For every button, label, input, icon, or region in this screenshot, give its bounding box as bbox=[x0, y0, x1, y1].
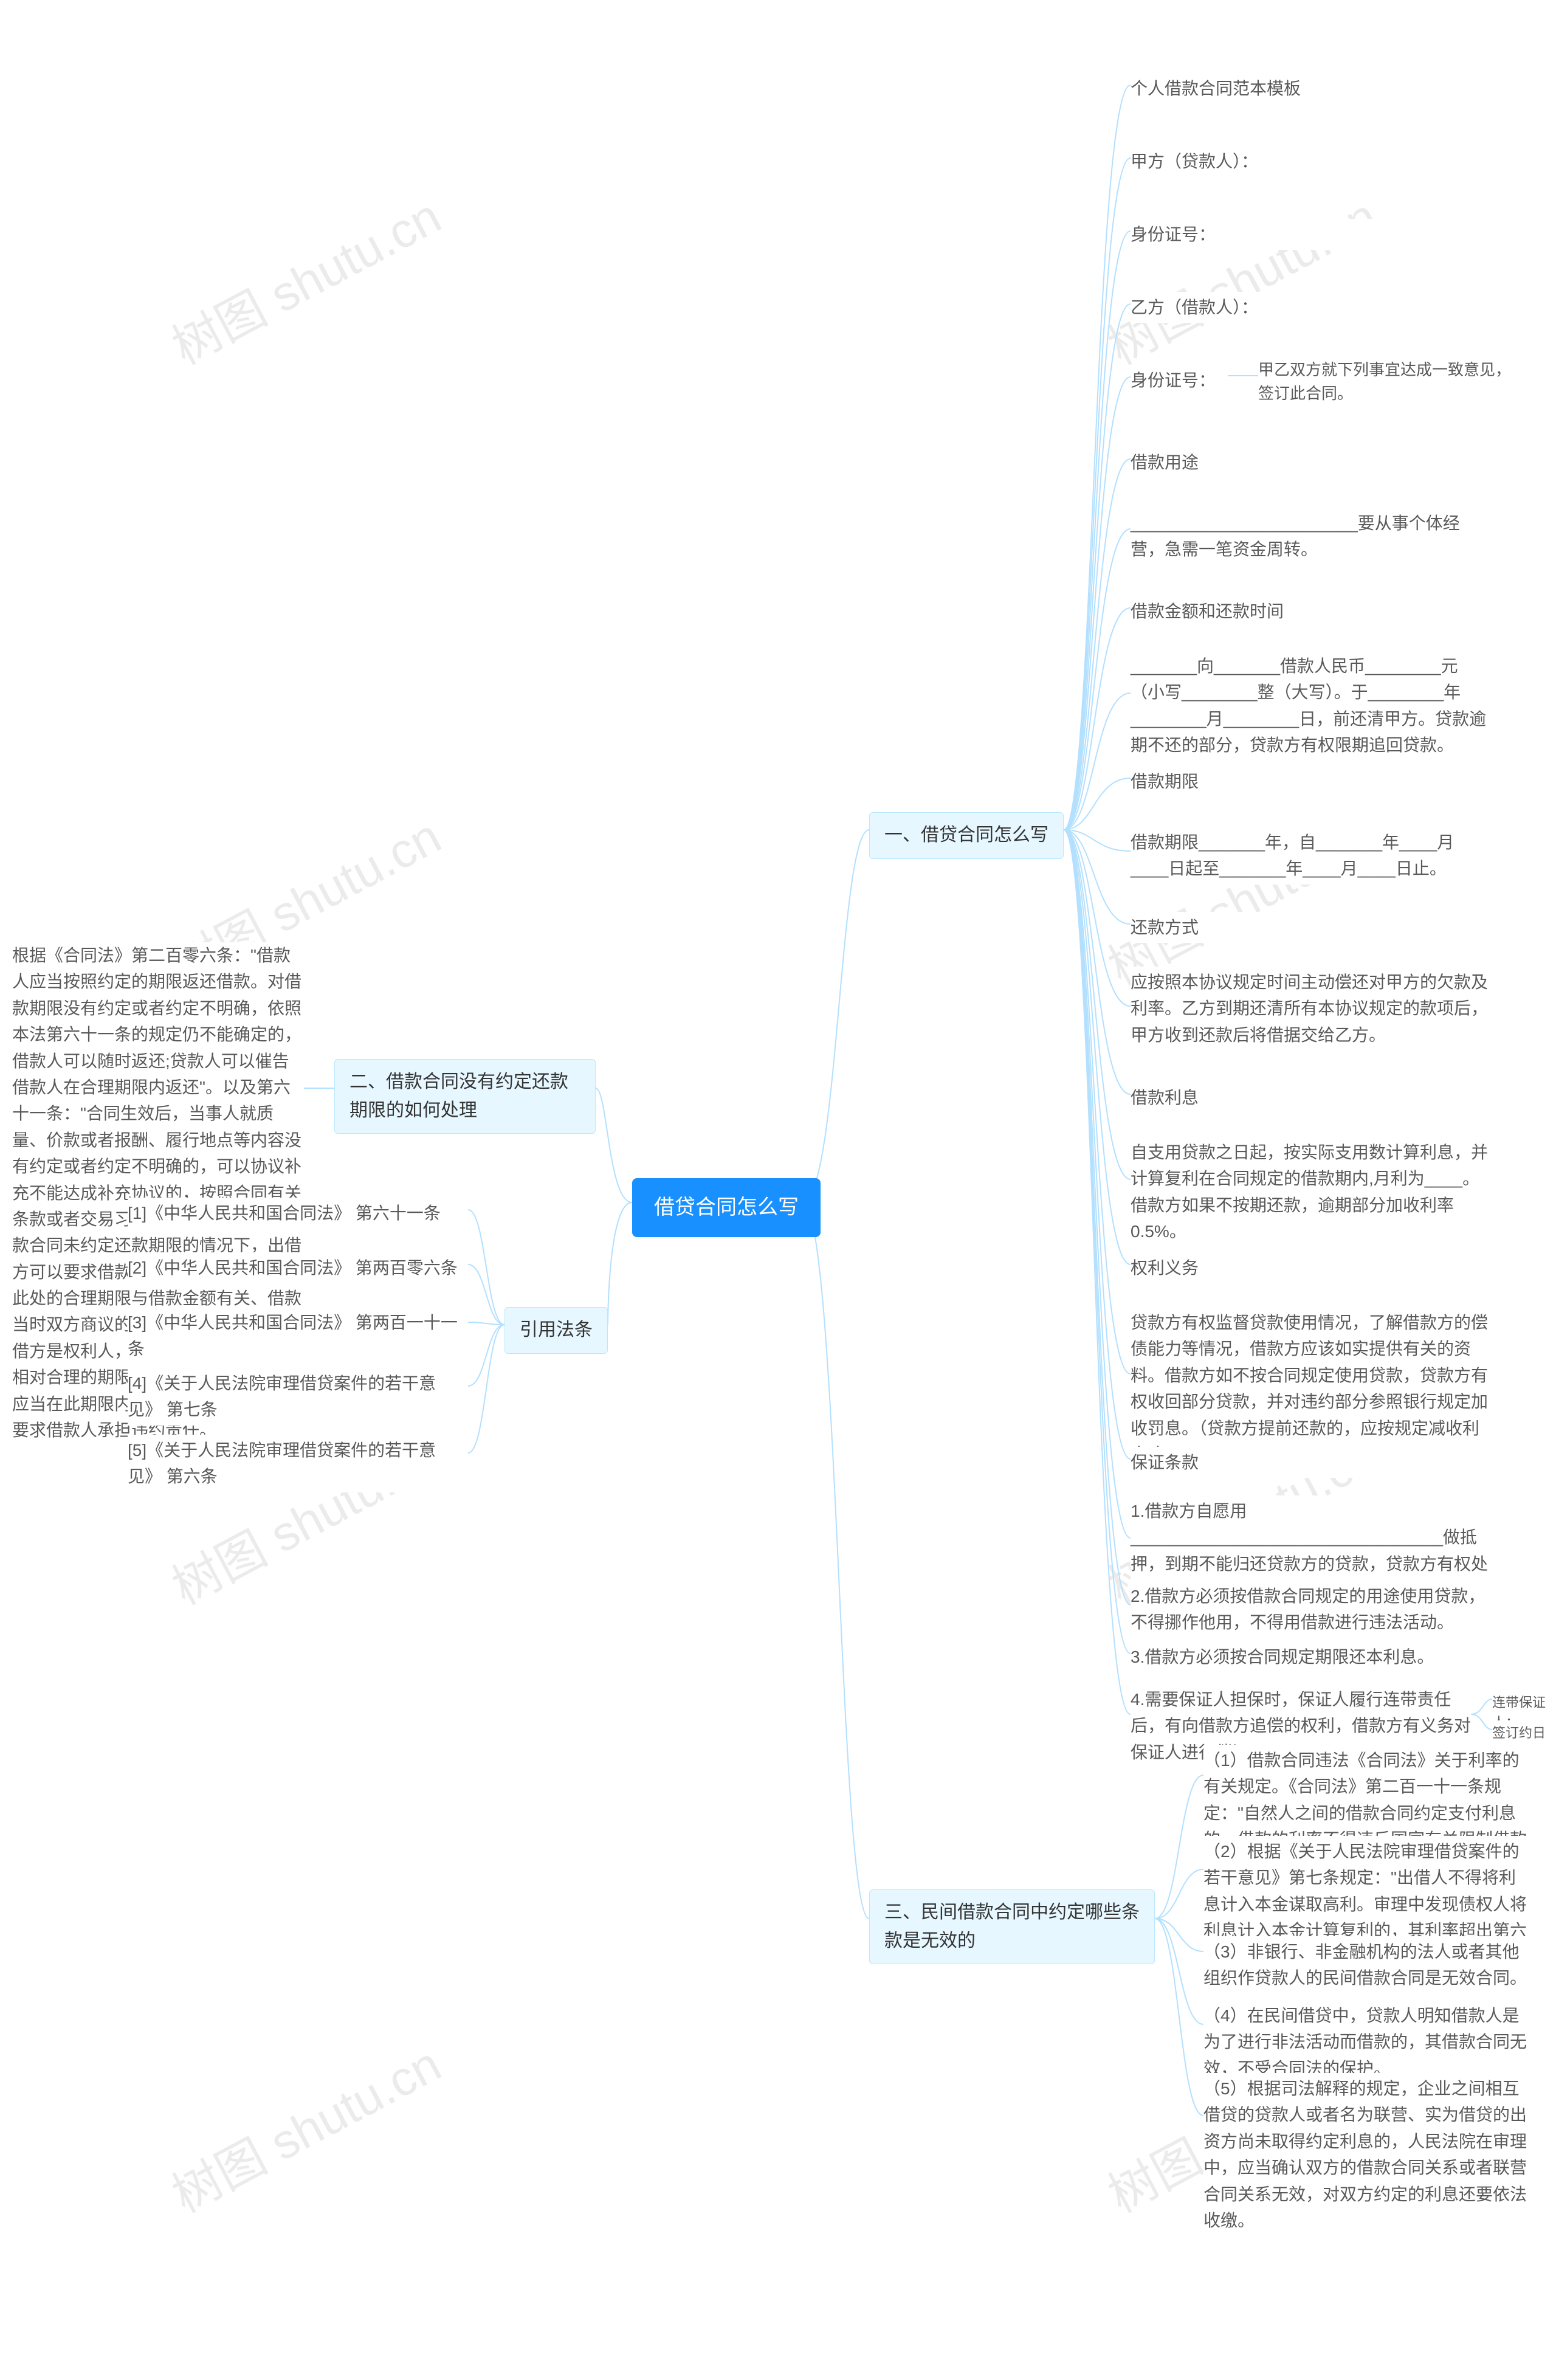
b1-child-11: 借款期限_______年，自_______年____月____日起至______… bbox=[1131, 827, 1489, 885]
b4-child-5: （5）根据司法解释的规定，企业之间相互借贷的贷款人或者名为联营、实为借贷的出资方… bbox=[1203, 2073, 1532, 2236]
b3-child-4: [4]《关于人民法院审理借贷案件的若干意见》 第七条 bbox=[128, 1368, 468, 1426]
b1-child-12: 还款方式 bbox=[1131, 912, 1471, 943]
watermark: 树图 shutu.cn bbox=[158, 178, 451, 378]
b1-child-17: 贷款方有权监督贷款使用情况，了解借款方的偿债能力等情况，借款方应该如实提供有关的… bbox=[1131, 1307, 1495, 1470]
b1-child-8: 借款金额和还款时间 bbox=[1131, 596, 1471, 627]
b3-child-5: [5]《关于人民法院审理借贷案件的若干意见》 第六条 bbox=[128, 1435, 468, 1492]
b1-child-2: 甲方（贷款人）： bbox=[1131, 146, 1471, 177]
branch-4[interactable]: 三、民间借款合同中约定哪些条款是无效的 bbox=[869, 1889, 1155, 1964]
b1-child-3: 身份证号： bbox=[1131, 219, 1471, 250]
watermark: 树图 shutu.cn bbox=[158, 2026, 451, 2226]
b3-child-2: [2]《中华人民共和国合同法》 第两百零六条 bbox=[128, 1252, 468, 1283]
branch-3[interactable]: 引用法条 bbox=[504, 1307, 608, 1354]
b1-child-1: 个人借款合同范本模板 bbox=[1131, 73, 1471, 104]
b1-child-9: _______向_______借款人民币________元（小写________… bbox=[1131, 650, 1489, 761]
b3-child-1: [1]《中华人民共和国合同法》 第六十一条 bbox=[128, 1198, 468, 1229]
b1-child-13: 应按照本协议规定时间主动偿还对甲方的欠款及利率。乙方到期还清所有本协议规定的款项… bbox=[1131, 967, 1489, 1050]
b1-child-20: 2.借款方必须按借款合同规定的用途使用贷款，不得挪作他用，不得用借款进行违法活动… bbox=[1131, 1581, 1489, 1638]
b1-child-7: ________________________要从事个体经营，急需一笔资金周转… bbox=[1131, 508, 1483, 565]
b1-child-15: 自支用贷款之日起，按实际支用数计算利息，并计算复利在合同规定的借款期内,月利为_… bbox=[1131, 1137, 1489, 1247]
branch-2[interactable]: 二、借款合同没有约定还款期限的如何处理 bbox=[334, 1059, 596, 1134]
b1-child-5-sub: 甲乙双方就下列事宜达成一致意见，签订此合同。 bbox=[1258, 356, 1520, 408]
b1-child-16: 权利义务 bbox=[1131, 1252, 1471, 1283]
b1-child-5: 身份证号： bbox=[1131, 365, 1228, 396]
b1-child-6: 借款用途 bbox=[1131, 447, 1471, 478]
b1-child-18: 保证条款 bbox=[1131, 1447, 1471, 1478]
b4-child-4: （4）在民间借贷中，贷款人明知借款人是为了进行非法活动而借款的，其借款合同无效，… bbox=[1203, 2000, 1532, 2084]
branch-1[interactable]: 一、借贷合同怎么写 bbox=[869, 812, 1064, 859]
b1-child-4: 乙方（借款人）： bbox=[1131, 292, 1471, 323]
b1-child-21: 3.借款方必须按合同规定期限还本利息。 bbox=[1131, 1641, 1489, 1672]
b4-child-3: （3）非银行、非金融机构的法人或者其他组织作贷款人的民间借款合同是无效合同。 bbox=[1203, 1936, 1532, 1994]
b1-child-10: 借款期限 bbox=[1131, 766, 1471, 797]
watermark: 树图 shutu.cn bbox=[1094, 178, 1387, 378]
root-node[interactable]: 借贷合同怎么写 bbox=[632, 1178, 821, 1237]
b3-child-3: [3]《中华人民共和国合同法》 第两百一十一条 bbox=[128, 1307, 468, 1365]
b1-child-14: 借款利息 bbox=[1131, 1082, 1471, 1113]
